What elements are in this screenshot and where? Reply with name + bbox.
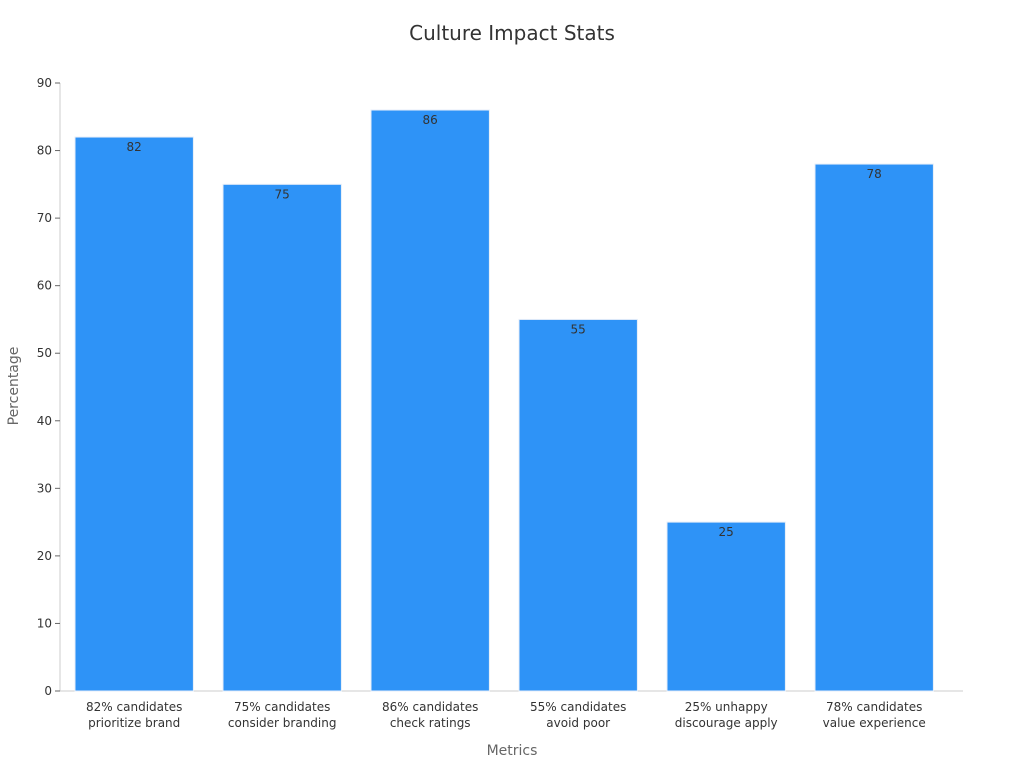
y-axis: 0 10 20 30 40 50 60 70 80 90 (37, 76, 61, 698)
y-tick-label: 60 (37, 279, 52, 293)
x-tick-label-line: 55% candidates (530, 700, 626, 714)
x-tick-label-line: check ratings (390, 716, 471, 730)
bar (814, 163, 934, 692)
x-tick-label-line: 78% candidates (826, 700, 922, 714)
y-tick-label: 90 (37, 76, 52, 90)
data-labels-group: 82 75 86 55 25 78 (127, 113, 882, 539)
x-tick-label: 82% candidates prioritize brand (86, 700, 182, 730)
y-tick-label: 0 (44, 684, 52, 698)
x-tick-label-line: avoid poor (546, 716, 610, 730)
x-tick-label: 25% unhappy discourage apply (675, 700, 778, 730)
data-label: 78 (867, 167, 882, 181)
x-tick-label: 78% candidates value experience (823, 700, 926, 730)
data-label: 55 (571, 322, 586, 336)
y-tick-label: 70 (37, 211, 52, 225)
x-tick-label-line: prioritize brand (88, 716, 180, 730)
bar (370, 109, 490, 692)
bars-group (74, 109, 934, 692)
bar (74, 136, 194, 692)
bar (518, 318, 638, 692)
x-tick-label: 86% candidates check ratings (382, 700, 478, 730)
x-tick-label-line: consider branding (228, 716, 337, 730)
chart-title: Culture Impact Stats (409, 21, 615, 45)
x-tick-label: 55% candidates avoid poor (530, 700, 626, 730)
x-tick-label-line: discourage apply (675, 716, 778, 730)
y-tick-label: 50 (37, 346, 52, 360)
y-tick-label: 10 (37, 616, 52, 630)
y-tick-label: 80 (37, 144, 52, 158)
bar (222, 183, 342, 692)
x-tick-label-line: 82% candidates (86, 700, 182, 714)
bar (666, 521, 786, 692)
data-label: 82 (127, 140, 142, 154)
x-tick-label-line: 25% unhappy (685, 700, 768, 714)
y-tick-label: 30 (37, 481, 52, 495)
y-tick-label: 40 (37, 414, 52, 428)
x-tick-label: 75% candidates consider branding (228, 700, 337, 730)
x-tick-label-line: value experience (823, 716, 926, 730)
data-label: 25 (719, 525, 734, 539)
category-labels-group: 82% candidates prioritize brand 75% candid… (86, 700, 926, 730)
x-tick-label-line: 75% candidates (234, 700, 330, 714)
y-axis-title: Percentage (6, 347, 22, 426)
data-label: 86 (423, 113, 438, 127)
y-tick-label: 20 (37, 549, 52, 563)
data-label: 75 (275, 187, 290, 201)
x-axis-title: Metrics (487, 743, 538, 759)
x-tick-label-line: 86% candidates (382, 700, 478, 714)
